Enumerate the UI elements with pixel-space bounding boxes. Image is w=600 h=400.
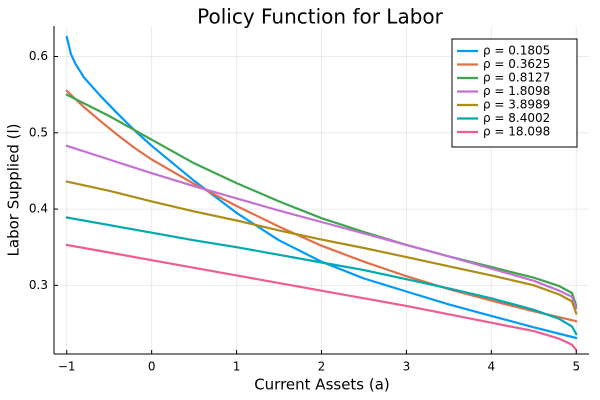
series-line-5 xyxy=(65,180,578,315)
legend-box xyxy=(451,38,578,148)
y-tick-label: 0.4 xyxy=(29,202,48,216)
y-tick-label: 0.5 xyxy=(29,125,48,139)
legend-label: ρ = 8.4002 xyxy=(483,111,550,125)
y-tick-label: 0.3 xyxy=(29,278,48,292)
legend-label: ρ = 1.8098 xyxy=(483,84,550,98)
legend-label: ρ = 18.098 xyxy=(483,125,550,139)
x-tick-label: 5 xyxy=(572,360,580,374)
x-tick-label: 2 xyxy=(318,360,326,374)
legend-label: ρ = 3.8989 xyxy=(483,98,550,112)
x-axis-label: Current Assets (a) xyxy=(254,376,390,394)
series-line-1 xyxy=(65,35,578,340)
y-axis-label: Labor Supplied (l) xyxy=(5,124,23,257)
x-tick-label: 0 xyxy=(148,360,156,374)
legend-label: ρ = 0.1805 xyxy=(483,44,550,58)
x-tick-label: −1 xyxy=(58,360,76,374)
x-tick-label: 3 xyxy=(403,360,411,374)
x-tick-label: 4 xyxy=(488,360,496,374)
series-line-3 xyxy=(65,93,578,307)
series-line-6 xyxy=(65,216,578,336)
legend-label: ρ = 0.3625 xyxy=(483,57,550,71)
chart-title: Policy Function for Labor xyxy=(197,5,444,29)
series-line-7 xyxy=(65,243,578,352)
x-ticks: −1 0 1 2 3 4 5 xyxy=(58,350,580,374)
series-line-2 xyxy=(65,89,578,323)
legend-label: ρ = 0.8127 xyxy=(483,71,550,85)
series-lines xyxy=(65,35,578,352)
series-line-4 xyxy=(65,144,578,310)
x-tick-label: 1 xyxy=(233,360,241,374)
y-tick-label: 0.6 xyxy=(29,49,48,63)
y-ticks: 0.3 0.4 0.5 0.6 xyxy=(29,49,58,292)
